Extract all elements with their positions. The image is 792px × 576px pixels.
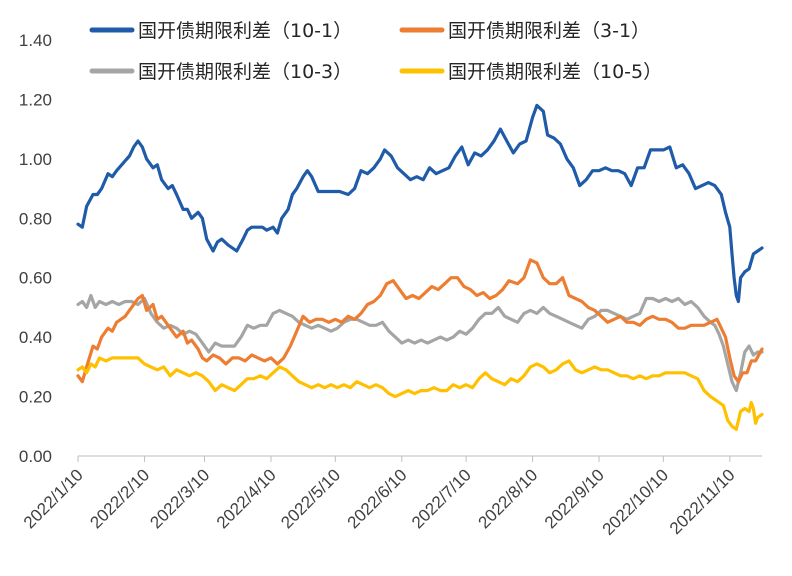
series-line-2 bbox=[76, 293, 764, 393]
legend-item-10-5: 国开债期限利差（10-5） bbox=[399, 61, 662, 83]
y-axis: 0.00 0.20 0.40 0.60 0.80 1.00 1.20 1.40 bbox=[19, 31, 52, 466]
series-line-0 bbox=[76, 103, 764, 304]
x-tick-label: 2022/9/10 bbox=[541, 465, 608, 532]
legend-item-10-1: 国开债期限利差（10-1） bbox=[89, 20, 352, 42]
y-tick-label: 0.80 bbox=[19, 209, 52, 228]
legend-label-10-3: 国开债期限利差（10-3） bbox=[138, 61, 352, 83]
x-tick-label: 2022/5/10 bbox=[277, 465, 344, 532]
y-tick-label: 1.40 bbox=[19, 31, 52, 50]
legend-item-10-3: 国开债期限利差（10-3） bbox=[89, 61, 352, 83]
x-tick-label: 2022/8/10 bbox=[474, 465, 541, 532]
y-tick-label: 0.00 bbox=[19, 447, 52, 466]
x-tick-label: 2022/2/10 bbox=[86, 465, 153, 532]
series-line-1 bbox=[76, 258, 764, 384]
x-tick-label: 2022/4/10 bbox=[213, 465, 280, 532]
legend-label-10-1: 国开债期限利差（10-1） bbox=[138, 20, 352, 42]
y-tick-label: 0.20 bbox=[19, 388, 52, 407]
x-tick-label: 2022/10/10 bbox=[599, 465, 673, 539]
legend-label-3-1: 国开债期限利差（3-1） bbox=[448, 20, 650, 42]
x-tick-label: 2022/7/10 bbox=[408, 465, 475, 532]
y-tick-label: 0.40 bbox=[19, 328, 52, 347]
y-tick-label: 1.00 bbox=[19, 150, 52, 169]
legend: 国开债期限利差（10-1） 国开债期限利差（3-1） 国开债期限利差（10-3）… bbox=[89, 20, 662, 83]
legend-label-10-5: 国开债期限利差（10-5） bbox=[448, 61, 662, 83]
series-line-3 bbox=[76, 356, 764, 431]
series-layer bbox=[76, 103, 764, 431]
legend-item-3-1: 国开债期限利差（3-1） bbox=[399, 20, 650, 42]
x-tick-label: 2022/11/10 bbox=[666, 465, 739, 538]
x-tick-label: 2022/6/10 bbox=[344, 465, 411, 532]
x-tick-label: 2022/3/10 bbox=[146, 465, 213, 532]
y-tick-label: 1.20 bbox=[19, 90, 52, 109]
x-tick-label: 2022/1/10 bbox=[20, 465, 87, 532]
y-tick-label: 0.60 bbox=[19, 269, 52, 288]
